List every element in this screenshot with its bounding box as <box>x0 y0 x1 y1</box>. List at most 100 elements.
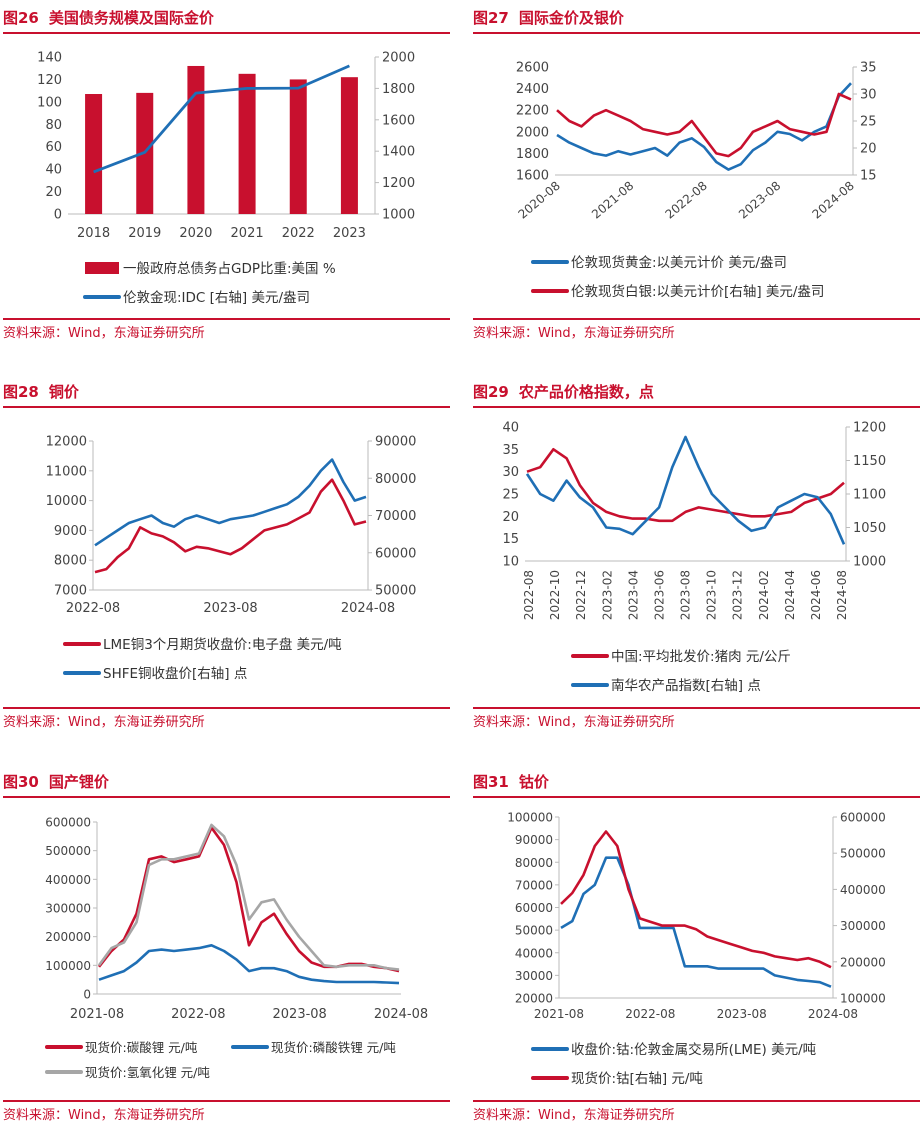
panel-title: 图26 美国债务规模及国际金价 <box>3 6 450 34</box>
panel-title: 图29 农产品价格指数，点 <box>473 380 920 408</box>
right-tick-label: 25 <box>860 115 877 130</box>
x-tick-label: 2022 <box>282 226 315 241</box>
x-tick-label: 2024-08 <box>374 1007 428 1022</box>
left-tick-label: 120 <box>37 73 62 88</box>
x-tick-label: 2022-10 <box>548 570 562 620</box>
source-note: 资料来源：Wind，东海证券研究所 <box>3 707 450 735</box>
x-tick-label: 2024-02 <box>757 570 771 620</box>
right-tick-label: 15 <box>860 169 877 184</box>
right-tick-label: 1000 <box>853 555 886 570</box>
left-tick-label: 40 <box>502 421 519 436</box>
figure-number: 图29 <box>473 383 509 401</box>
x-tick-label: 2023-02 <box>600 570 614 620</box>
left-tick-label: 40 <box>45 163 62 178</box>
series-line <box>97 823 400 971</box>
left-tick-label: 2200 <box>516 104 549 119</box>
panel-fig26: 图26 美国债务规模及国际金价 0 20 40 60 80 100 120 140 1000 120… <box>3 6 450 351</box>
x-tick-label: 2023-08 <box>679 570 693 620</box>
chart-fig26: 0 20 40 60 80 100 120 140 1000 1200 1400 1600 1800 20… <box>37 51 415 307</box>
series-line <box>94 458 367 547</box>
left-tick-label: 70000 <box>515 878 553 892</box>
series-line <box>525 435 846 545</box>
figure-number: 图30 <box>3 773 39 791</box>
legend-label: 伦敦现货黄金:以美元计价 美元/盎司 <box>571 254 787 271</box>
left-tick-label: 35 <box>502 443 519 458</box>
left-tick-label: 7000 <box>54 584 87 599</box>
chart-fig31: 20000 30000 40000 50000 60000 70000 80000 90000… <box>507 811 886 1088</box>
left-tick-label: 300000 <box>45 902 91 916</box>
x-tick-label: 2022-08 <box>663 179 710 222</box>
left-tick-label: 100000 <box>507 811 553 825</box>
left-tick-label: 9000 <box>54 524 87 539</box>
x-tick-label: 2024-08 <box>835 570 849 620</box>
chart-fig27: 1600 1800 2000 2200 2400 2600 15 20 25 30 35 2020-0… <box>516 61 877 301</box>
left-tick-label: 100000 <box>45 959 91 973</box>
series-line <box>93 64 350 174</box>
series-line <box>556 92 852 158</box>
left-tick-label: 80000 <box>515 856 553 870</box>
x-tick-label: 2024-08 <box>808 1007 858 1021</box>
figure-title: 国际金价及银价 <box>518 9 624 27</box>
bar <box>85 94 103 214</box>
x-tick-label: 2024-08 <box>341 601 395 616</box>
right-tick-label: 1100 <box>853 488 886 503</box>
x-tick-label: 2019 <box>128 226 161 241</box>
x-tick-label: 2023-08 <box>273 1007 327 1022</box>
chart-fig28: 7000 8000 9000 10000 11000 12000 50000 60000 700… <box>46 435 417 683</box>
source-note: 资料来源：Wind，东海证券研究所 <box>473 318 920 346</box>
right-tick-label: 1200 <box>853 421 886 436</box>
right-tick-label: 600000 <box>840 811 886 825</box>
series-line <box>94 478 367 574</box>
legend-label: 现货价:碳酸锂 元/吨 <box>85 1040 198 1055</box>
left-tick-label: 2400 <box>516 82 549 97</box>
x-tick-label: 2023 <box>333 226 366 241</box>
left-tick-label: 40000 <box>515 946 553 960</box>
series-line <box>556 82 852 171</box>
left-tick-label: 11000 <box>46 464 87 479</box>
figure-title: 钴价 <box>518 773 549 791</box>
left-tick-label: 0 <box>83 988 91 1002</box>
left-tick-label: 100 <box>37 95 62 110</box>
x-tick-label: 2022-08 <box>625 1007 675 1021</box>
x-tick-label: 2023-08 <box>717 1007 767 1021</box>
left-tick-label: 600000 <box>45 816 91 830</box>
left-tick-label: 10 <box>502 555 519 570</box>
series-line <box>526 447 845 523</box>
legend-label: SHFE铜收盘价[右轴] 点 <box>103 665 247 682</box>
x-tick-label: 2021-08 <box>534 1007 584 1021</box>
right-tick-label: 20 <box>860 142 877 157</box>
right-tick-label: 1150 <box>853 454 886 469</box>
right-tick-label: 1800 <box>382 82 415 97</box>
left-tick-label: 30000 <box>515 969 553 983</box>
right-tick-label: 400000 <box>840 883 886 897</box>
left-tick-label: 2600 <box>516 61 549 76</box>
series-line <box>98 944 400 985</box>
legend-label: 一般政府总债务占GDP比重:美国 % <box>123 261 336 277</box>
source-note: 资料来源：Wind，东海证券研究所 <box>473 707 920 735</box>
figure-number: 图27 <box>473 9 509 27</box>
chart-fig29: 10 15 20 25 30 35 40 1000 1050 1100 1150 1200 2022-0… <box>502 421 886 695</box>
right-tick-label: 30 <box>860 88 877 103</box>
right-tick-label: 1400 <box>382 145 415 160</box>
panel-title: 图28 铜价 <box>3 380 450 408</box>
figure-title: 农产品价格指数，点 <box>518 383 654 401</box>
left-tick-label: 8000 <box>54 554 87 569</box>
right-tick-label: 90000 <box>375 435 416 450</box>
source-note: 资料来源：Wind，东海证券研究所 <box>3 1100 450 1128</box>
right-tick-label: 50000 <box>375 584 416 599</box>
x-tick-label: 2023-12 <box>731 570 745 620</box>
right-tick-label: 500000 <box>840 847 886 861</box>
left-tick-label: 2000 <box>516 125 549 140</box>
legend-label: LME铜3个月期货收盘价:电子盘 美元/吨 <box>103 636 342 653</box>
left-tick-label: 10000 <box>46 494 87 509</box>
panel-title: 图27 国际金价及银价 <box>473 6 920 34</box>
legend-swatch <box>85 262 119 274</box>
x-tick-label: 2021-08 <box>70 1007 124 1022</box>
right-tick-label: 2000 <box>382 51 415 66</box>
x-tick-label: 2018 <box>77 226 110 241</box>
right-tick-label: 1000 <box>382 208 415 223</box>
x-tick-label: 2023-08 <box>736 179 783 222</box>
legend-label: 现货价:钴[右轴] 元/吨 <box>571 1070 703 1087</box>
source-note: 资料来源：Wind，东海证券研究所 <box>473 1100 920 1128</box>
left-tick-label: 20000 <box>515 992 553 1006</box>
